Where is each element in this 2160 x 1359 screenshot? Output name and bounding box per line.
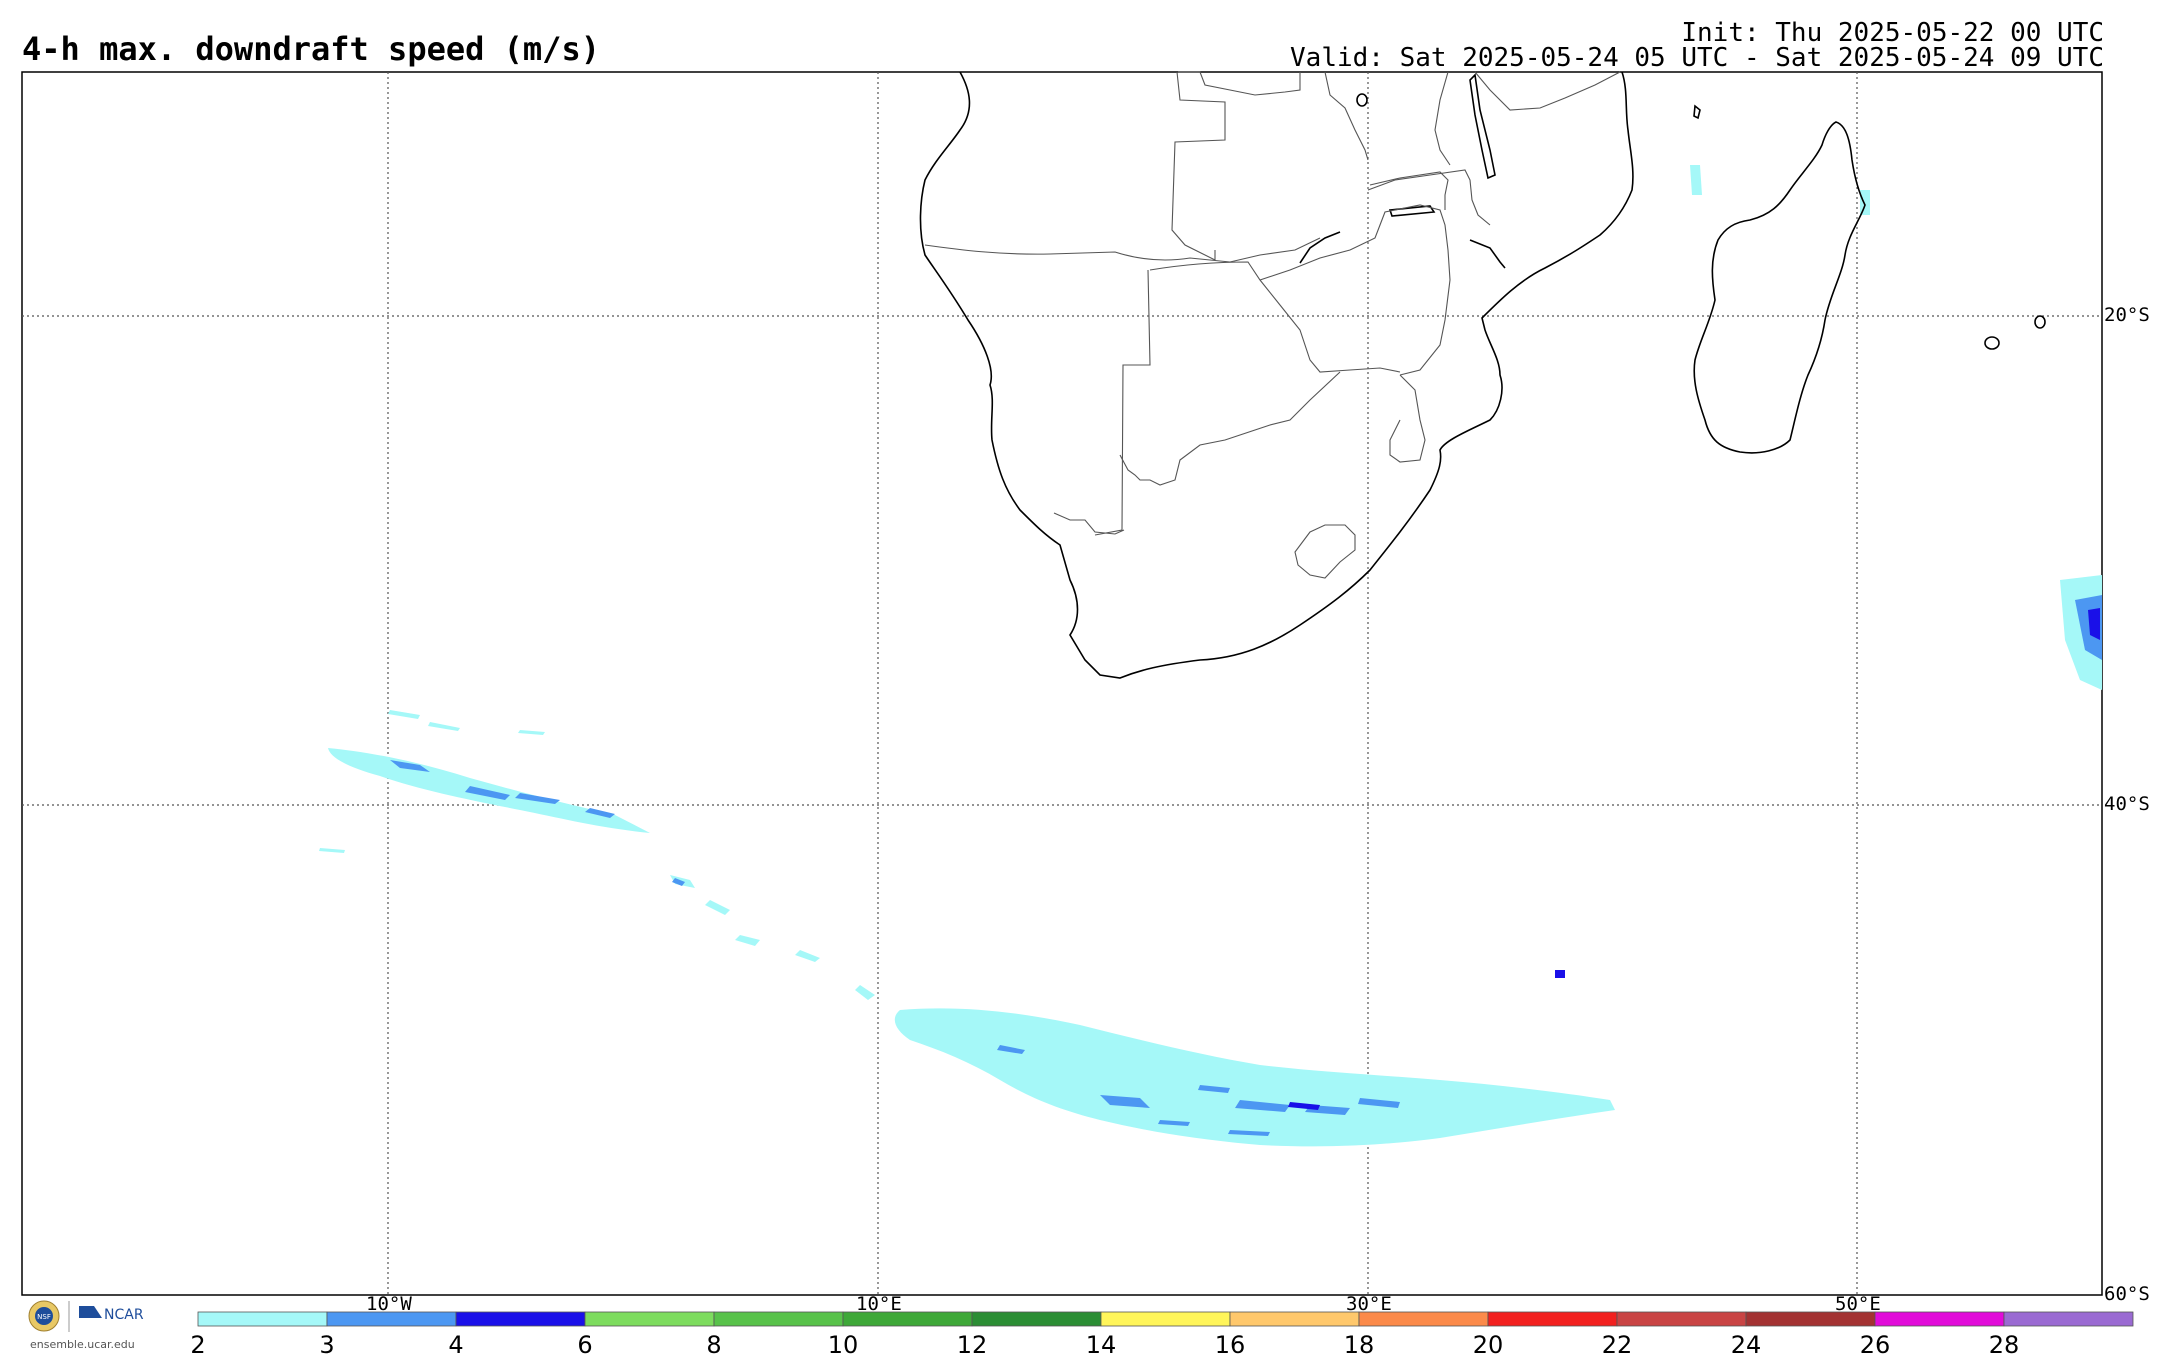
lon-label-50e: 50°E (1835, 1293, 1881, 1315)
map-frame (21, 71, 2103, 1296)
colorbar-tick-label: 26 (1859, 1331, 1891, 1359)
colorbar-swatch (1616, 1311, 1747, 1327)
colorbar-tick-label: 22 (1601, 1331, 1633, 1359)
nsf-ncar-logo: NSF NCAR (28, 1300, 144, 1332)
colorbar-tick-label: 24 (1730, 1331, 1762, 1359)
borders (924, 71, 1621, 579)
lon-label-10e: 10°E (856, 1293, 902, 1315)
colorbar-swatch (1487, 1311, 1618, 1327)
colorbar-swatch (1100, 1311, 1231, 1327)
svg-text:NSF: NSF (37, 1313, 51, 1321)
coastlines (919, 71, 2046, 679)
lat-label-60s: 60°S (2104, 1283, 2150, 1305)
colorbar-tick-label: 8 (706, 1331, 722, 1359)
colorbar-swatch (713, 1311, 844, 1327)
colorbar-swatch (1229, 1311, 1360, 1327)
colorbar-tick-label: 20 (1472, 1331, 1504, 1359)
colorbar-tick-label: 14 (1085, 1331, 1117, 1359)
colorbar (197, 1311, 2134, 1327)
colorbar-swatch (584, 1311, 715, 1327)
colorbar-tick-label: 6 (577, 1331, 593, 1359)
valid-time: Valid: Sat 2025-05-24 05 UTC - Sat 2025-… (1290, 43, 2104, 73)
lat-label-40s: 40°S (2104, 793, 2150, 815)
ncar-logo-icon (79, 1306, 102, 1318)
lon-label-10w: 10°W (366, 1293, 412, 1315)
colorbar-swatch (2003, 1311, 2134, 1327)
colorbar-tick-label: 28 (1988, 1331, 2020, 1359)
colorbar-tick-label: 3 (319, 1331, 335, 1359)
lat-label-20s: 20°S (2104, 304, 2150, 326)
svg-text:NCAR: NCAR (104, 1307, 144, 1323)
lon-label-30e: 30°E (1346, 1293, 1392, 1315)
downdraft-shading (319, 165, 2102, 1147)
colorbar-tick-label: 2 (190, 1331, 206, 1359)
colorbar-swatch (455, 1311, 586, 1327)
colorbar-swatch (197, 1311, 328, 1327)
site-url: ensemble.ucar.edu (30, 1338, 135, 1351)
colorbar-swatch (971, 1311, 1102, 1327)
colorbar-tick-label: 18 (1343, 1331, 1375, 1359)
colorbar-swatch (1874, 1311, 2005, 1327)
init-time: Init: Thu 2025-05-22 00 UTC (1681, 18, 2104, 48)
graticule (22, 72, 2102, 1295)
map-title: 4-h max. downdraft speed (m/s) (22, 30, 600, 68)
colorbar-tick-label: 16 (1214, 1331, 1246, 1359)
colorbar-tick-label: 12 (956, 1331, 988, 1359)
colorbar-tick-label: 4 (448, 1331, 464, 1359)
colorbar-tick-label: 10 (827, 1331, 859, 1359)
